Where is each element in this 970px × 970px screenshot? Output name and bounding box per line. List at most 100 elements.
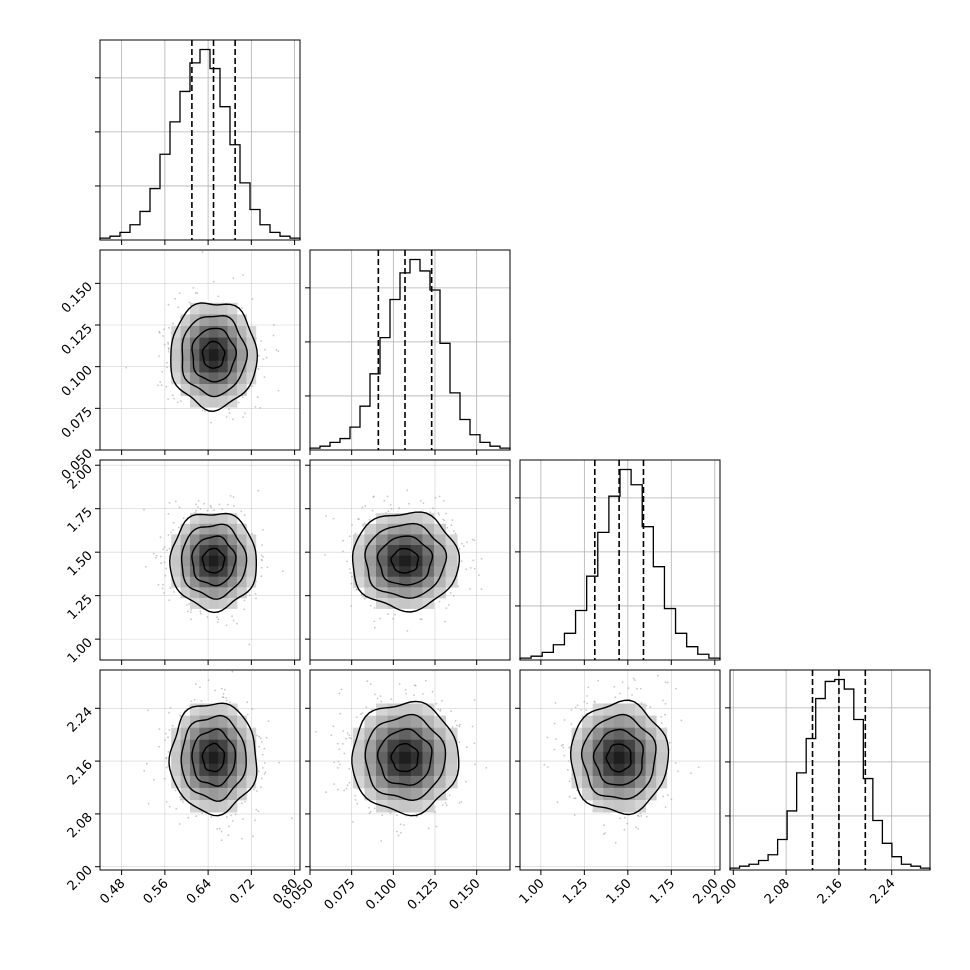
- density-cell: [445, 555, 458, 567]
- density-cell: [190, 787, 200, 801]
- scatter-point: [370, 708, 373, 711]
- scatter-point: [342, 550, 344, 553]
- density-cell: [218, 800, 228, 813]
- density-cell: [199, 800, 210, 813]
- contour-line: [180, 523, 248, 600]
- scatter-point: [361, 506, 364, 509]
- scatter-point: [337, 760, 340, 763]
- density-cell: [656, 739, 668, 753]
- density-cell: [180, 751, 191, 765]
- y-tick-label: 0.075: [59, 405, 96, 442]
- scatter-point: [290, 817, 293, 820]
- density-cell: [190, 727, 200, 741]
- density-cell: [227, 395, 238, 408]
- scatter-point: [168, 326, 170, 329]
- scatter-point: [435, 825, 438, 828]
- scatter-point: [181, 801, 184, 803]
- scatter-point: [664, 681, 667, 683]
- scatter-point: [231, 670, 234, 673]
- scatter-point: [445, 512, 447, 515]
- density-cell: [171, 555, 181, 567]
- density-cell: [582, 715, 594, 729]
- scatter-point: [697, 766, 700, 769]
- scatter-point: [158, 745, 160, 748]
- density-cell: [613, 800, 625, 813]
- density-cell: [190, 703, 200, 716]
- scatter-point: [338, 692, 341, 695]
- density-cell: [227, 715, 238, 729]
- density-cell: [190, 597, 200, 609]
- density-cell: [227, 534, 238, 546]
- density-cell: [237, 751, 247, 765]
- scatter-point: [368, 518, 371, 521]
- scatter-point: [573, 814, 576, 816]
- scatter-point: [275, 349, 278, 351]
- scatter-point: [201, 409, 204, 412]
- density-cell: [376, 587, 388, 599]
- density-cell: [246, 349, 257, 362]
- scatter-point: [431, 690, 434, 693]
- scatter-point: [465, 780, 467, 783]
- scatter-point: [349, 572, 352, 574]
- y-tick-label: 2.00: [65, 863, 96, 894]
- density-cell: [422, 523, 435, 535]
- scatter-point: [568, 795, 571, 798]
- density-cell: [246, 360, 257, 373]
- scatter-point: [193, 698, 196, 701]
- scatter-point: [368, 806, 370, 809]
- scatter-point: [429, 511, 432, 514]
- scatter-point: [413, 694, 415, 696]
- scatter-point: [465, 568, 468, 571]
- density-cell: [227, 587, 238, 599]
- contour-line: [201, 340, 226, 369]
- scatter-point: [225, 416, 228, 418]
- scatter-point: [257, 368, 260, 370]
- density-cell: [422, 703, 435, 716]
- density-cell: [422, 787, 435, 801]
- density-cell: [624, 787, 636, 801]
- scatter-point: [614, 841, 617, 844]
- density-cell: [208, 523, 219, 535]
- density-cell: [237, 523, 247, 535]
- scatter-point: [677, 770, 679, 773]
- density-cell: [180, 566, 191, 578]
- scatter-point: [277, 350, 280, 353]
- scatter-point: [662, 795, 664, 798]
- density-cell: [434, 555, 446, 567]
- scatter-point: [277, 389, 280, 392]
- scatter-point: [257, 770, 260, 773]
- density-cell: [237, 727, 247, 741]
- density-cell: [445, 727, 458, 741]
- scatter-point: [232, 277, 235, 280]
- density-cell: [171, 545, 181, 556]
- x-tick-label: 2.16: [815, 876, 846, 907]
- density-cell: [399, 800, 412, 813]
- scatter-point: [434, 496, 437, 499]
- density-cell: [208, 555, 219, 567]
- scatter-point: [447, 604, 450, 606]
- scatter-point: [451, 726, 454, 728]
- density-cell: [208, 534, 219, 546]
- density-cell: [364, 555, 377, 567]
- contour-line: [170, 302, 259, 413]
- density-cell: [218, 372, 228, 385]
- density-cell: [410, 597, 423, 609]
- scatter-point: [574, 706, 577, 709]
- scatter-point: [168, 729, 171, 731]
- scatter-point: [400, 831, 402, 834]
- density-cell: [399, 566, 412, 578]
- scatter-point: [195, 683, 197, 685]
- density-cell: [218, 326, 228, 338]
- density-cell: [171, 372, 181, 385]
- y-tick-label: 2.16: [65, 757, 96, 788]
- density-cell: [190, 360, 200, 373]
- density-cell: [364, 787, 377, 801]
- scatter-point: [168, 599, 171, 601]
- panel-frame: [99, 459, 301, 661]
- density-cell: [603, 800, 615, 813]
- scatter-point: [188, 301, 191, 304]
- density-cell: [376, 703, 388, 716]
- density-cell: [624, 800, 636, 813]
- scatter-point: [546, 766, 549, 768]
